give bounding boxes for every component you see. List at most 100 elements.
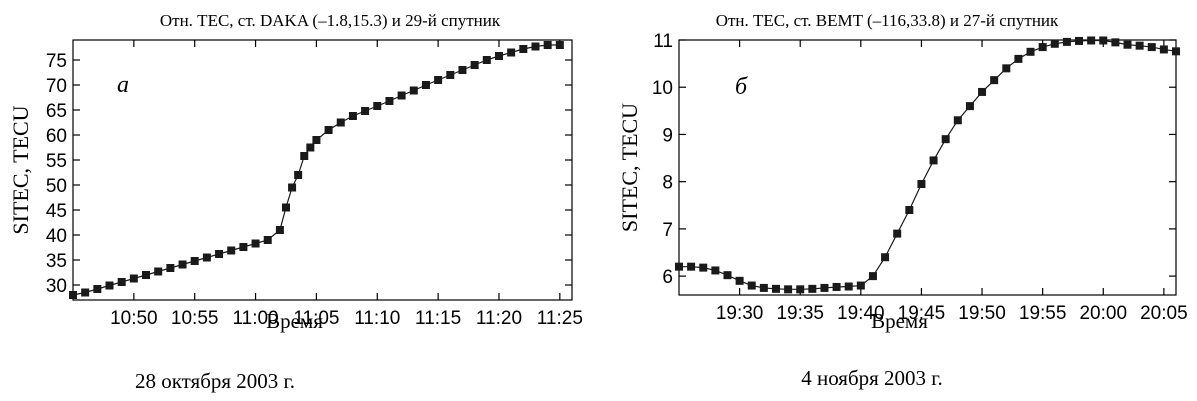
data-point (336, 118, 345, 127)
data-point (275, 226, 284, 234)
data-point (300, 152, 309, 160)
data-point (796, 285, 805, 294)
chart-title: Отн. TEC, ст. BEMT (–116,33.8) и 27-й сп… (716, 11, 1059, 30)
x-tick-label: 10:55 (171, 308, 219, 329)
y-tick-label: 45 (46, 201, 67, 222)
data-point (917, 180, 926, 189)
data-point (190, 257, 199, 265)
data-point (832, 282, 841, 291)
data-point (81, 288, 90, 297)
data-point (699, 263, 708, 272)
data-point (519, 45, 528, 53)
x-axis-label: Время (871, 309, 928, 333)
data-point (324, 126, 333, 134)
series-line (72, 44, 560, 296)
data-point (409, 86, 418, 95)
chart-a-svg: Отн. TEC, ст. DAKA (–1.8,15.3) и 29-й сп… (8, 11, 583, 393)
data-point (675, 262, 683, 271)
data-point (1099, 36, 1108, 45)
data-point (1038, 43, 1047, 52)
y-tick-label: 10 (652, 78, 673, 99)
data-point (227, 246, 236, 255)
data-point (306, 143, 315, 152)
data-point (531, 42, 540, 51)
y-tick-label: 9 (662, 125, 673, 146)
data-point (434, 76, 443, 84)
y-tick-label: 40 (46, 226, 67, 247)
data-point (687, 262, 696, 271)
date-caption: 4 ноября 2003 г. (801, 366, 943, 390)
data-point (494, 52, 503, 60)
data-point (1002, 64, 1011, 73)
data-point (820, 283, 829, 292)
data-point (251, 239, 260, 248)
plot-frame (678, 39, 1177, 296)
data-point (1147, 43, 1156, 52)
y-tick-label: 55 (46, 151, 67, 172)
data-point (458, 66, 467, 74)
data-point (117, 278, 126, 286)
y-tick-label: 60 (46, 126, 67, 147)
data-point (990, 76, 999, 85)
data-point (711, 266, 720, 275)
data-point (941, 135, 950, 144)
y-axis-label: SITEC, TECU (8, 105, 33, 234)
data-point (202, 253, 211, 262)
data-point (856, 281, 865, 290)
data-point (1075, 36, 1084, 45)
data-point (555, 41, 564, 49)
data-point (397, 91, 406, 100)
y-tick-label: 8 (662, 173, 673, 194)
data-point (808, 284, 817, 293)
data-point (373, 102, 382, 110)
data-point (166, 264, 175, 272)
data-point (142, 271, 151, 279)
data-point (105, 281, 114, 290)
x-axis-label: Время (266, 309, 323, 333)
x-tick-label: 11:25 (537, 308, 583, 329)
y-tick-label: 70 (46, 76, 67, 97)
x-tick-label: 11:20 (476, 308, 522, 329)
data-point (294, 171, 303, 179)
data-point (1159, 45, 1168, 54)
x-tick-label: 19:50 (958, 303, 1006, 324)
data-point (543, 41, 552, 49)
data-point (1111, 38, 1120, 47)
data-point (929, 156, 938, 165)
x-tick-label: 11:05 (293, 308, 339, 329)
data-point (735, 276, 744, 285)
data-point (747, 281, 756, 290)
data-point (784, 285, 793, 294)
data-point (312, 136, 321, 144)
date-caption: 28 октября 2003 г. (135, 369, 295, 393)
y-tick-label: 75 (46, 51, 67, 72)
data-point (905, 206, 914, 214)
data-point (1026, 47, 1035, 56)
x-tick-label: 19:45 (898, 303, 946, 324)
data-point (1062, 37, 1071, 46)
data-point (893, 229, 902, 238)
chart-panel-b: Отн. TEC, ст. BEMT (–116,33.8) и 27-й сп… (600, 0, 1197, 401)
data-point (421, 81, 430, 89)
data-point (361, 107, 370, 115)
data-point (978, 87, 987, 96)
data-point (129, 274, 138, 283)
data-point (178, 260, 187, 269)
data-point (215, 250, 224, 258)
data-point (263, 236, 272, 244)
data-point (723, 271, 732, 280)
x-tick-label: 11:15 (415, 308, 461, 329)
data-point (507, 48, 516, 57)
data-point (239, 243, 248, 251)
data-point (446, 71, 455, 79)
data-point (953, 116, 962, 125)
data-point (154, 267, 163, 276)
data-point (288, 183, 297, 192)
chart-b-svg: Отн. TEC, ст. BEMT (–116,33.8) и 27-й сп… (617, 11, 1188, 390)
data-point (1123, 40, 1132, 49)
data-point (281, 203, 290, 212)
x-tick-label: 19:30 (716, 303, 764, 324)
x-tick-label: 20:00 (1079, 303, 1127, 324)
data-point (881, 253, 890, 262)
data-point (93, 285, 102, 293)
